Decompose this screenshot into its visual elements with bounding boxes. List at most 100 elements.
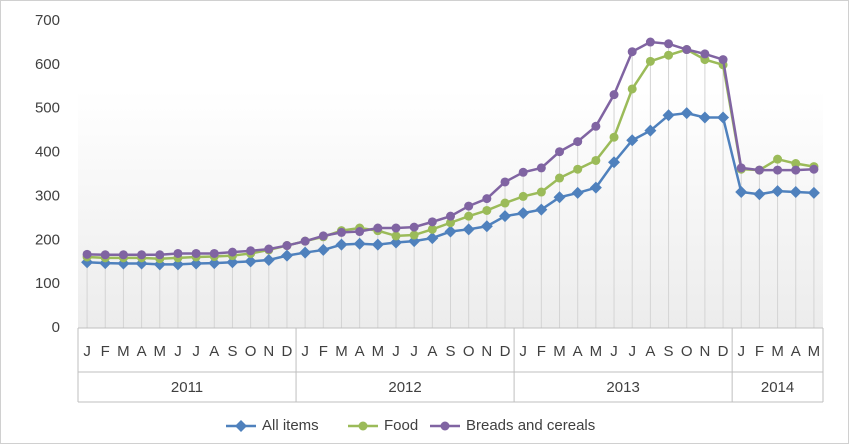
x-tick-label: J <box>83 343 91 360</box>
marker <box>137 250 147 260</box>
marker <box>300 236 310 246</box>
legend-label: Breads and cereals <box>466 417 595 434</box>
x-tick-label: F <box>755 343 764 360</box>
y-tick-label: 500 <box>35 100 60 117</box>
marker <box>464 201 474 211</box>
marker <box>427 224 437 234</box>
marker <box>698 111 711 124</box>
x-tick-label: J <box>610 343 618 360</box>
x-tick-label: M <box>553 343 566 360</box>
marker <box>662 109 675 122</box>
marker <box>353 237 366 250</box>
marker <box>335 238 348 251</box>
marker <box>373 223 383 233</box>
y-tick-label: 100 <box>35 275 60 292</box>
marker <box>773 154 783 164</box>
marker <box>244 255 257 268</box>
marker <box>482 194 492 204</box>
marker <box>426 232 439 245</box>
marker <box>645 37 655 47</box>
x-tick-label: S <box>227 343 237 360</box>
marker <box>626 134 639 147</box>
x-tick-label: S <box>664 343 674 360</box>
marker <box>664 50 674 60</box>
x-tick-label: A <box>137 343 147 360</box>
marker <box>700 49 710 59</box>
marker <box>573 137 583 147</box>
marker <box>118 250 128 260</box>
year-label: 2014 <box>761 379 794 396</box>
marker <box>409 222 419 232</box>
marker <box>409 230 419 240</box>
marker <box>609 132 619 142</box>
x-tick-label: D <box>500 343 511 360</box>
x-tick-label: A <box>645 343 655 360</box>
marker <box>500 198 510 208</box>
marker <box>608 156 621 169</box>
marker <box>355 227 365 237</box>
x-tick-label: M <box>117 343 130 360</box>
marker <box>246 246 256 256</box>
marker <box>480 220 493 233</box>
marker <box>535 203 548 216</box>
marker <box>190 257 203 270</box>
x-tick-label: N <box>481 343 492 360</box>
x-tick-label: J <box>392 343 400 360</box>
marker <box>807 186 820 199</box>
y-tick-label: 300 <box>35 187 60 204</box>
x-tick-label: F <box>537 343 546 360</box>
marker <box>446 211 455 221</box>
marker <box>317 243 330 256</box>
marker <box>100 250 110 260</box>
x-tick-label: A <box>209 343 219 360</box>
marker <box>680 107 693 120</box>
marker <box>536 163 546 173</box>
marker <box>736 163 746 173</box>
marker <box>371 238 384 251</box>
marker <box>591 155 601 165</box>
marker <box>609 90 619 100</box>
x-tick-label: J <box>174 343 182 360</box>
x-tick-label: A <box>355 343 365 360</box>
marker <box>482 205 492 215</box>
legend-marker <box>358 421 368 431</box>
marker <box>735 186 748 199</box>
x-tick-label: N <box>699 343 710 360</box>
marker <box>464 211 474 221</box>
x-tick-label: M <box>154 343 167 360</box>
y-tick-label: 600 <box>35 56 60 73</box>
x-tick-label: M <box>335 343 348 360</box>
marker <box>336 227 346 237</box>
marker <box>517 207 530 220</box>
marker <box>171 258 184 271</box>
marker <box>518 191 528 201</box>
marker <box>771 185 784 198</box>
x-tick-label: A <box>427 343 437 360</box>
marker <box>208 257 221 270</box>
x-tick-label: D <box>282 343 293 360</box>
marker <box>518 167 528 177</box>
marker <box>226 256 239 269</box>
marker <box>664 39 674 49</box>
y-tick-label: 200 <box>35 231 60 248</box>
x-tick-label: M <box>771 343 784 360</box>
marker <box>318 231 328 241</box>
marker <box>573 164 583 174</box>
marker <box>717 111 730 124</box>
y-tick-label: 0 <box>52 319 60 336</box>
marker <box>645 56 655 66</box>
marker <box>155 250 165 260</box>
marker <box>553 191 566 204</box>
y-tick-label: 400 <box>35 144 60 161</box>
year-label: 2011 <box>171 379 203 396</box>
marker <box>789 186 802 199</box>
x-tick-label: M <box>590 343 603 360</box>
marker <box>264 244 274 254</box>
x-tick-label: S <box>445 343 455 360</box>
x-tick-label: M <box>808 343 821 360</box>
marker <box>227 247 237 257</box>
marker <box>299 246 312 259</box>
marker <box>173 248 183 258</box>
x-tick-label: J <box>192 343 200 360</box>
